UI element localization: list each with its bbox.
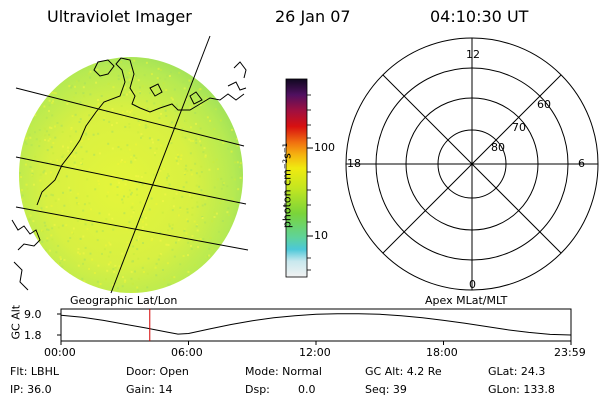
x-tick-1800: 18:00 bbox=[426, 346, 458, 359]
uv-globe-image bbox=[11, 35, 249, 294]
instrument-title: Ultraviolet Imager bbox=[47, 7, 192, 26]
polar-mlt-grid bbox=[345, 37, 599, 291]
mlt-label-0: 0 bbox=[469, 278, 476, 291]
date-label: 26 Jan 07 bbox=[275, 7, 351, 26]
mlt-label-6: 6 bbox=[578, 157, 585, 170]
time-label: 04:10:30 UT bbox=[430, 7, 529, 26]
mlat-label-70: 70 bbox=[512, 121, 526, 134]
status-ip: IP: 36.0 bbox=[10, 383, 52, 396]
altitude-y-tick-min: 1.8 bbox=[24, 329, 42, 342]
colorbar-tick-100: 100 bbox=[314, 141, 335, 154]
mlat-label-80: 80 bbox=[491, 141, 505, 154]
colorbar-unit-label: photon cm⁻²s⁻¹ bbox=[280, 142, 294, 229]
status-mode: Mode: Normal bbox=[245, 365, 322, 378]
apex-panel-label: Apex MLat/MLT bbox=[425, 294, 508, 307]
status-gain: Gain: 14 bbox=[126, 383, 173, 396]
mlt-label-12: 12 bbox=[466, 48, 480, 61]
status-dsp-value: 0.0 bbox=[298, 383, 316, 396]
x-tick-0600: 06:00 bbox=[171, 346, 203, 359]
colorbar-tick-10: 10 bbox=[314, 229, 328, 242]
x-tick-2359: 23:59 bbox=[554, 346, 586, 359]
status-filter: Flt: LBHL bbox=[10, 365, 59, 378]
status-gc-alt: GC Alt: 4.2 Re bbox=[365, 365, 442, 378]
altitude-plot bbox=[57, 308, 572, 345]
x-tick-0000: 00:00 bbox=[44, 346, 76, 359]
mlat-label-60: 60 bbox=[537, 98, 551, 111]
coastline-lines bbox=[11, 57, 247, 291]
status-glon: GLon: 133.8 bbox=[488, 383, 555, 396]
status-dsp-label: Dsp: bbox=[245, 383, 270, 396]
status-glat: GLat: 24.3 bbox=[488, 365, 546, 378]
geographic-grid-lines bbox=[15, 35, 249, 294]
altitude-y-label: GC Alt bbox=[9, 304, 23, 340]
x-tick-1200: 12:00 bbox=[299, 346, 331, 359]
colorbar bbox=[285, 78, 313, 278]
status-seq: Seq: 39 bbox=[365, 383, 407, 396]
status-door: Door: Open bbox=[126, 365, 189, 378]
geographic-panel-label: Geographic Lat/Lon bbox=[70, 294, 178, 307]
mlt-label-18: 18 bbox=[347, 157, 361, 170]
altitude-y-tick-max: 9.0 bbox=[24, 308, 42, 321]
